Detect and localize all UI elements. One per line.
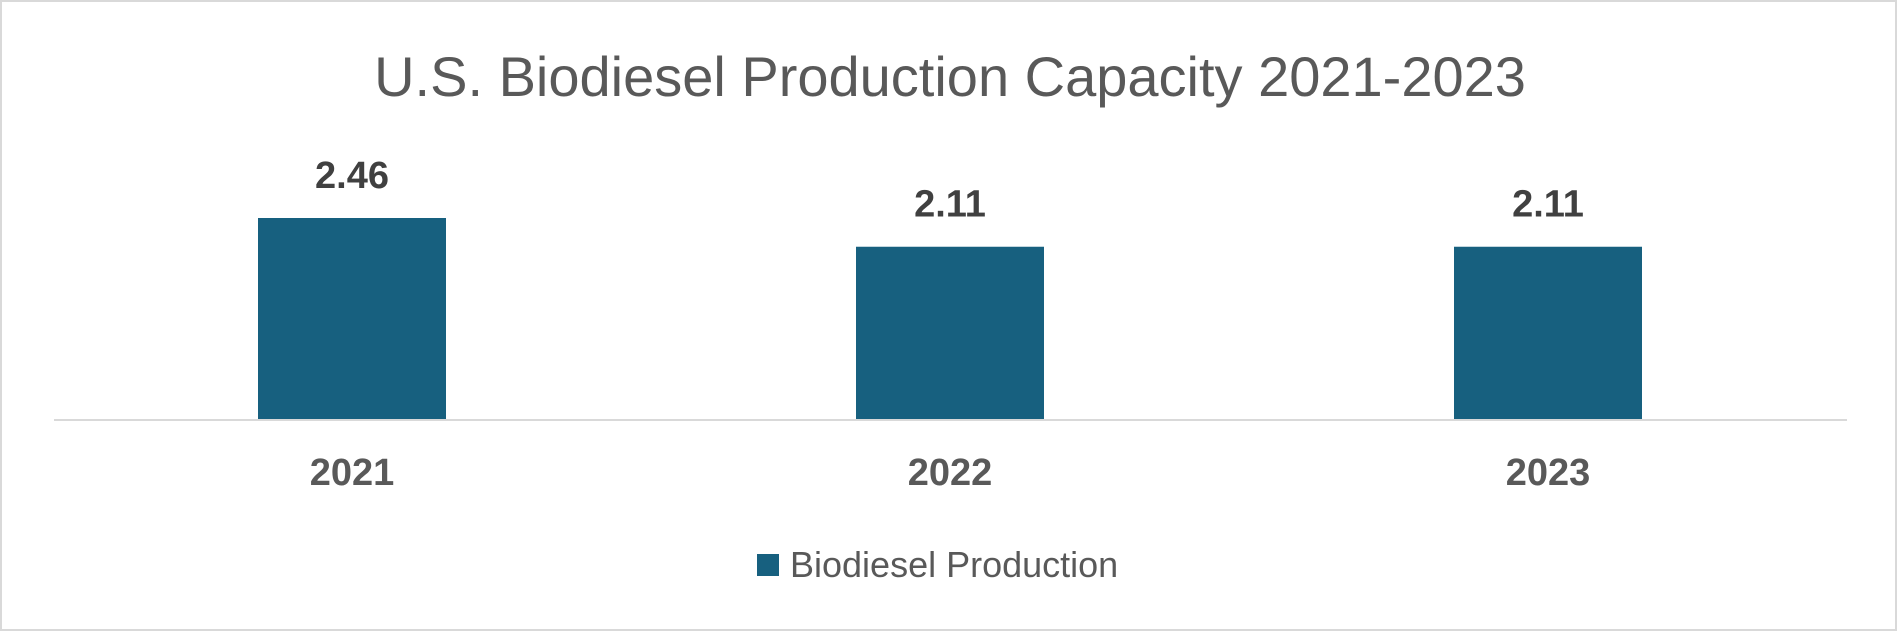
legend-label: Biodiesel Production (790, 544, 1118, 585)
x-tick-label-2021: 2021 (310, 452, 395, 494)
data-label-2022: 2.11 (914, 184, 986, 226)
data-label-2023: 2.11 (1512, 184, 1584, 226)
bar-2022 (856, 246, 1044, 420)
chart-title: U.S. Biodiesel Production Capacity 2021-… (374, 45, 1526, 108)
x-tick-label-2022: 2022 (908, 452, 993, 494)
x-tick-label-2023: 2023 (1506, 452, 1591, 494)
bar-2023 (1454, 246, 1642, 420)
plot-area: 2.46 2021 2.11 2022 2.11 2023 (258, 155, 1642, 494)
legend-swatch (757, 554, 779, 576)
data-label-2021: 2.46 (315, 155, 389, 197)
legend: Biodiesel Production (757, 544, 1118, 585)
bar-2021 (258, 218, 446, 420)
